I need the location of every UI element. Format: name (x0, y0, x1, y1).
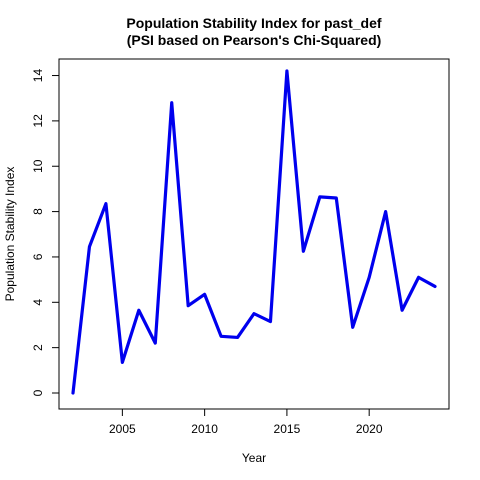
y-axis-label: Population Stability Index (3, 167, 17, 302)
chart-title: Population Stability Index for past_def (126, 15, 381, 31)
y-tick-label: 10 (31, 159, 45, 173)
y-tick-label: 0 (31, 389, 45, 396)
x-tick-label: 2015 (274, 422, 301, 436)
y-tick-label: 2 (31, 344, 45, 351)
y-axis: 0 2 4 6 8 10 12 14 (31, 69, 60, 396)
y-tick-label: 14 (31, 69, 45, 83)
x-axis-label: Year (242, 451, 266, 465)
chart-subtitle: (PSI based on Pearson's Chi-Squared) (127, 32, 382, 48)
x-tick-label: 2020 (356, 422, 383, 436)
y-tick-label: 6 (31, 253, 45, 260)
x-axis: 2005 2010 2015 2020 (109, 408, 383, 436)
y-tick-label: 4 (31, 299, 45, 306)
x-tick-label: 2010 (191, 422, 218, 436)
x-tick-label: 2005 (109, 422, 136, 436)
y-tick-label: 12 (31, 114, 45, 128)
y-tick-label: 8 (31, 208, 45, 215)
series-line-0 (71, 69, 437, 395)
series-layer (71, 69, 437, 395)
